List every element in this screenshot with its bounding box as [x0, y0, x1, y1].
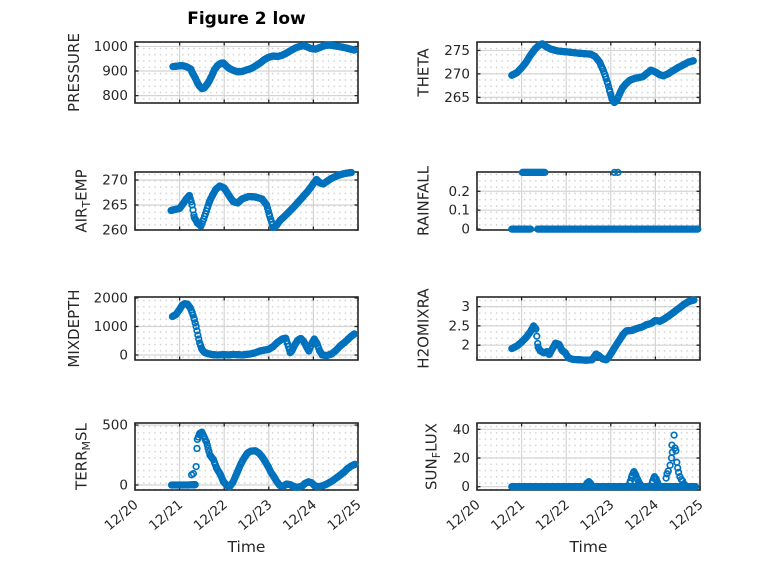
y-tick-label: 1000 — [94, 319, 128, 335]
y-tick-label: 260 — [102, 223, 128, 239]
y-tick-label: 40 — [453, 422, 470, 438]
figure-title: Figure 2 low — [187, 9, 306, 29]
axes-frame — [134, 171, 359, 231]
y-tick-label: 2.5 — [449, 318, 470, 334]
y-axis-label: TERRMSL — [73, 422, 94, 491]
x-tick-label: 12/25 — [666, 497, 706, 534]
y-tick-label: 275 — [444, 43, 470, 59]
subplot-h2omixra: 2 2.5 3 H2OMIXRA — [415, 288, 701, 369]
x-tick-label: 12/22 — [191, 497, 231, 534]
subplot-rainfall: 0 0.1 0.2 RAINFALL — [415, 165, 702, 238]
x-tick-label: 12/21 — [146, 497, 186, 534]
subplot-theta: 265 270 275 THETA — [415, 40, 701, 107]
y-tick-label: 265 — [102, 198, 128, 214]
y-tick-label: 900 — [102, 64, 128, 80]
x-tick-label: 12/20 — [443, 497, 483, 534]
y-tick-label: 3 — [461, 299, 470, 315]
axes-frame — [134, 41, 359, 104]
x-tick-label: 12/22 — [533, 497, 573, 534]
x-tick-label: 12/20 — [101, 497, 141, 534]
y-tick-label: 265 — [444, 90, 470, 106]
subplot-pressure: 800 900 1000 PRESSURE — [65, 33, 359, 112]
axes-frame — [134, 422, 359, 491]
y-tick-label: 2000 — [94, 290, 128, 306]
y-axis-label: AIRTEMP — [73, 169, 94, 232]
y-tick-label: 270 — [102, 173, 128, 189]
x-tick-label: 12/25 — [324, 497, 364, 534]
y-tick-label: 0 — [461, 479, 470, 495]
subplot-mixdepth: 0 1000 2000 MIXDEPTH — [65, 289, 359, 368]
y-axis-label: PRESSURE — [65, 33, 83, 112]
x-tick-label: 12/21 — [488, 497, 528, 534]
data-markers-pressure — [169, 41, 359, 93]
minor-grid — [477, 172, 700, 230]
y-tick-label: 500 — [102, 418, 128, 434]
y-tick-label: 2 — [461, 338, 470, 354]
y-axis-label: RAINFALL — [415, 165, 433, 236]
y-tick-label: 0.2 — [449, 184, 470, 200]
data-markers-air-temp — [167, 168, 355, 232]
x-tick-label: 12/24 — [280, 497, 320, 534]
subplot-air-temp: 260 265 270 AIRTEMP — [73, 168, 359, 239]
y-axis-label: SUNFLUX — [422, 423, 443, 490]
x-tick-label: 12/24 — [622, 497, 662, 534]
axes-frame — [134, 296, 359, 361]
y-axis-label: MIXDEPTH — [65, 289, 83, 367]
x-axis-label: Time — [569, 538, 608, 556]
y-tick-label: 1000 — [94, 39, 128, 55]
y-tick-label: 800 — [102, 88, 128, 104]
y-tick-label: 20 — [453, 451, 470, 467]
y-axis-label: H2OMIXRA — [415, 288, 433, 369]
subplot-terr-msl: 0 500 TERRMSL 12/20 12/21 12/22 12/23 12/24 12/2… — [73, 418, 365, 556]
y-tick-label: 0.1 — [449, 203, 470, 219]
y-tick-label: 0 — [461, 222, 470, 238]
data-markers-theta — [508, 40, 697, 107]
x-tick-label: 12/23 — [235, 497, 275, 534]
data-markers-terr-msl — [167, 428, 359, 491]
minor-grid — [135, 297, 358, 360]
data-markers-sun-flux — [508, 431, 700, 491]
y-axis-label: THETA — [415, 48, 433, 98]
y-tick-label: 270 — [444, 66, 470, 82]
y-tick-label: 0 — [119, 477, 128, 493]
x-axis-label: Time — [227, 538, 266, 556]
data-markers-h2omixra — [508, 296, 698, 364]
axes-frame — [476, 41, 701, 104]
x-tick-label: 12/23 — [577, 497, 617, 534]
data-markers-mixdepth — [168, 300, 359, 360]
y-tick-label: 0 — [119, 348, 128, 364]
data-markers-rainfall — [508, 168, 702, 233]
